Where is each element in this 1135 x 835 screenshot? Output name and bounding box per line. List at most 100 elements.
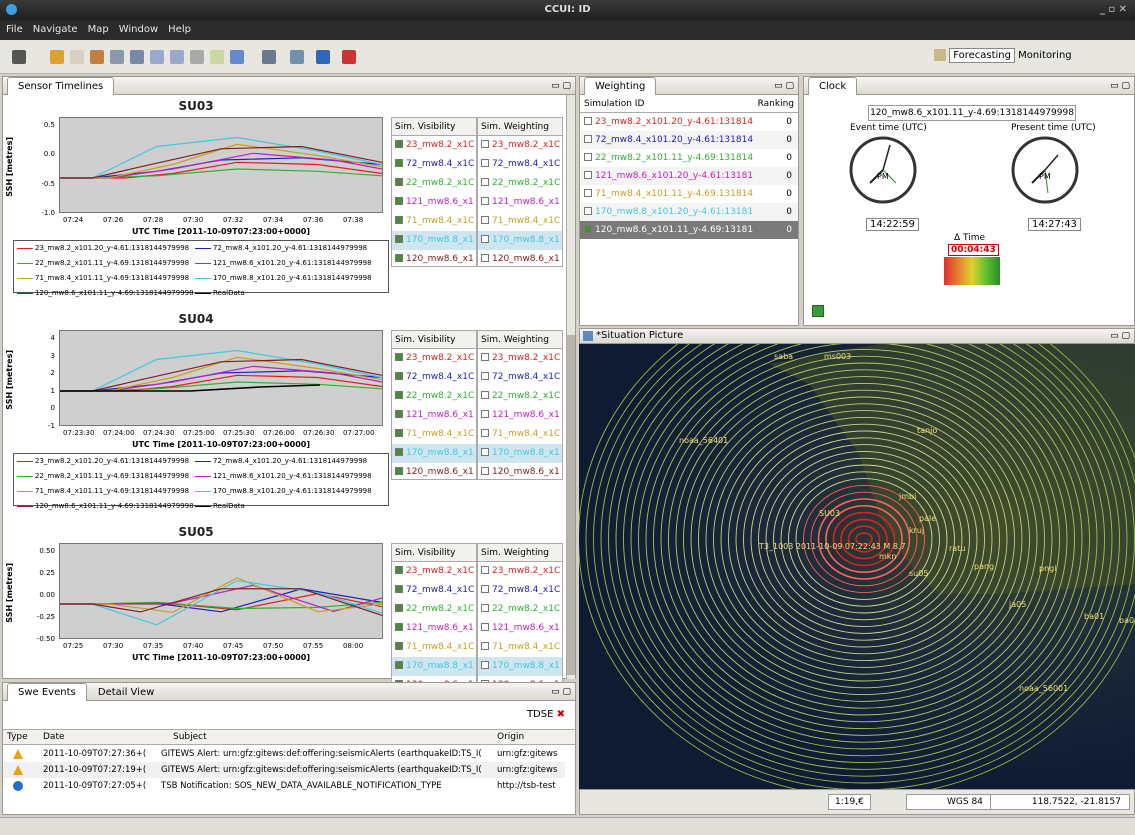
sim-visibility-row[interactable]: 72_mw8.4_x1C [392,581,476,600]
checkbox[interactable] [481,623,489,631]
menu-file[interactable]: File [6,24,23,35]
checkbox[interactable] [395,585,403,593]
weighting-row[interactable]: 72_mw8.4_x101.20_y-4.61:131814 0 [580,131,798,149]
tab-swe-events[interactable]: Swe Events [7,683,87,701]
checkbox[interactable] [395,448,403,456]
checkbox[interactable] [481,642,489,650]
tab-clock[interactable]: Clock [808,77,858,95]
sim-visibility-row[interactable]: 72_mw8.4_x1C [392,368,476,387]
map-label[interactable]: noaa_56401 [679,436,729,445]
col-sim-weighting[interactable]: Sim. Weighting [478,331,562,349]
alert-icon[interactable] [342,50,356,64]
checkbox[interactable] [481,353,489,361]
open-perspective-icon[interactable] [934,49,946,61]
checkbox[interactable] [481,235,489,243]
checkbox[interactable] [584,207,592,215]
sim-visibility-row[interactable]: 71_mw8.4_x1C [392,638,476,657]
perspective-forecasting[interactable]: Forecasting [949,48,1015,63]
sim-weighting-row[interactable]: 71_mw8.4_x1C [478,212,562,231]
tdse-filter[interactable]: TDSE ✖ [527,709,565,720]
zoom-out-icon[interactable] [170,50,184,64]
sim-weighting-row[interactable]: 22_mw8.2_x1C [478,174,562,193]
map-label[interactable]: tanjo [917,426,938,435]
menu-window[interactable]: Window [118,24,159,35]
checkbox[interactable] [481,254,489,262]
measure-icon[interactable] [210,50,224,64]
sim-visibility-row[interactable]: 22_mw8.2_x1C [392,600,476,619]
sim-visibility-row[interactable]: 71_mw8.4_x1C [392,212,476,231]
checkbox[interactable] [395,159,403,167]
weighting-row[interactable]: 120_mw8.6_x101.11_y-4.69:13181 0 [580,221,798,239]
checkbox[interactable] [395,661,403,669]
map-label[interactable]: pale [919,514,937,523]
sim-visibility-row[interactable]: 71_mw8.4_x1C [392,425,476,444]
col-sim-visibility[interactable]: Sim. Visibility [392,331,476,349]
sim-visibility-row[interactable]: 121_mw8.6_x1 [392,193,476,212]
sim-weighting-row[interactable]: 170_mw8.8_x1 [478,657,562,676]
sim-weighting-row[interactable]: 71_mw8.4_x1C [478,638,562,657]
checkbox[interactable] [481,566,489,574]
sim-weighting-row[interactable]: 22_mw8.2_x1C [478,387,562,406]
checkbox[interactable] [584,225,592,233]
col-type[interactable]: Type [7,732,28,742]
checkbox[interactable] [584,117,592,125]
sim-weighting-row[interactable]: 72_mw8.4_x1C [478,368,562,387]
map-label[interactable]: su05 [909,569,929,578]
map-label[interactable]: ba01 [1084,612,1105,621]
sim-visibility-row[interactable]: 121_mw8.6_x1 [392,619,476,638]
sim-visibility-row[interactable]: 120_mw8.6_x1 [392,463,476,482]
checkbox[interactable] [481,159,489,167]
col-sim-weighting[interactable]: Sim. Weighting [478,118,562,136]
menu-navigate[interactable]: Navigate [32,24,78,35]
menu-help[interactable]: Help [168,24,191,35]
sim-weighting-row[interactable]: 121_mw8.6_x1 [478,619,562,638]
checkbox[interactable] [481,391,489,399]
map-label[interactable]: pngi [1039,564,1057,573]
checkbox[interactable] [395,197,403,205]
map-label[interactable]: kruj [909,526,925,535]
checkbox[interactable] [481,372,489,380]
checkbox[interactable] [395,254,403,262]
pencil-icon[interactable] [12,50,26,64]
checkbox[interactable] [584,153,592,161]
checkbox[interactable] [395,353,403,361]
col-simulation-id[interactable]: Simulation ID [584,99,645,109]
minimize-icon[interactable]: ▭ ▢ [774,81,794,91]
map-label[interactable]: noaa_56001 [1019,684,1069,693]
sim-visibility-row[interactable]: 23_mw8.2_x1C [392,349,476,368]
checkbox[interactable] [481,661,489,669]
window-controls[interactable]: _ ▫ ✕ [1099,4,1127,15]
map-label[interactable]: ms003 [824,352,852,361]
checkbox[interactable] [481,216,489,224]
navigate-icon[interactable] [290,50,304,64]
checkbox[interactable] [481,178,489,186]
map-label[interactable]: T3_1003 2011-10-09 07:22:43 M 8.7 [759,542,906,551]
checkbox[interactable] [395,372,403,380]
checkbox[interactable] [481,410,489,418]
sim-weighting-row[interactable]: 23_mw8.2_x1C [478,349,562,368]
minimize-icon[interactable]: ▭ ▢ [1110,331,1130,341]
sim-weighting-row[interactable]: 71_mw8.4_x1C [478,425,562,444]
checkbox[interactable] [481,140,489,148]
checkbox[interactable] [395,140,403,148]
sim-visibility-row[interactable]: 120_mw8.6_x1 [392,250,476,269]
checkbox[interactable] [584,189,592,197]
sim-visibility-row[interactable]: 23_mw8.2_x1C [392,562,476,581]
col-sim-visibility[interactable]: Sim. Visibility [392,544,476,562]
close-filter-icon[interactable]: ✖ [556,709,565,720]
map-label[interactable]: ja05 [1009,600,1027,609]
sim-weighting-row[interactable]: 170_mw8.8_x1 [478,231,562,250]
checkbox[interactable] [395,566,403,574]
tab-weighting[interactable]: Weighting [584,77,657,95]
map-label[interactable]: saba [774,352,794,361]
display-icon[interactable] [262,50,276,64]
map-label[interactable]: ba02 [1119,616,1135,625]
sim-visibility-row[interactable]: 121_mw8.6_x1 [392,406,476,425]
col-origin[interactable]: Origin [497,732,525,742]
scroll-thumb[interactable] [567,335,575,675]
forward-icon[interactable] [70,50,84,64]
zoom-in-icon[interactable] [150,50,164,64]
play-icon[interactable] [812,305,824,317]
checkbox[interactable] [395,429,403,437]
sim-weighting-row[interactable]: 72_mw8.4_x1C [478,155,562,174]
